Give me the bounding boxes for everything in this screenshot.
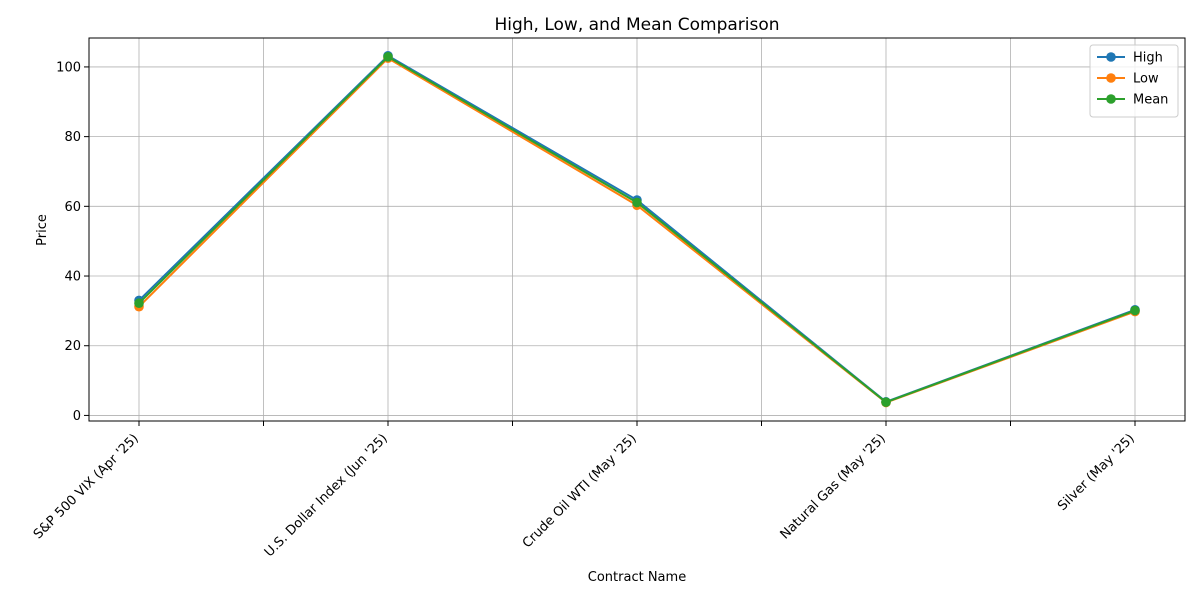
legend-label-mean: Mean bbox=[1133, 93, 1168, 108]
x-axis-label: Contract Name bbox=[588, 570, 686, 585]
legend-marker-mean bbox=[1106, 94, 1116, 104]
legend-label-high: High bbox=[1133, 51, 1163, 66]
legend-marker-high bbox=[1106, 52, 1116, 62]
y-tick-label: 0 bbox=[73, 409, 81, 424]
data-point-mean bbox=[1130, 305, 1140, 316]
legend-marker-low bbox=[1106, 73, 1116, 83]
y-tick-label: 80 bbox=[64, 130, 81, 145]
y-tick-label: 20 bbox=[64, 339, 81, 354]
legend: High Low Mean bbox=[1089, 44, 1179, 118]
data-point-mean bbox=[383, 52, 393, 62]
chart-title: High, Low, and Mean Comparison bbox=[494, 15, 779, 35]
data-point-mean bbox=[134, 298, 144, 309]
y-axis-ticks: 0 20 40 60 80 100 bbox=[56, 60, 89, 424]
y-axis-label: Price bbox=[35, 214, 50, 246]
data-point-mean bbox=[632, 197, 642, 208]
series-group bbox=[134, 50, 1140, 408]
legend-label-low: Low bbox=[1133, 72, 1159, 87]
y-tick-label: 100 bbox=[56, 60, 81, 75]
y-tick-label: 60 bbox=[64, 200, 81, 215]
y-tick-label: 40 bbox=[64, 270, 81, 285]
data-point-mean bbox=[881, 397, 891, 407]
